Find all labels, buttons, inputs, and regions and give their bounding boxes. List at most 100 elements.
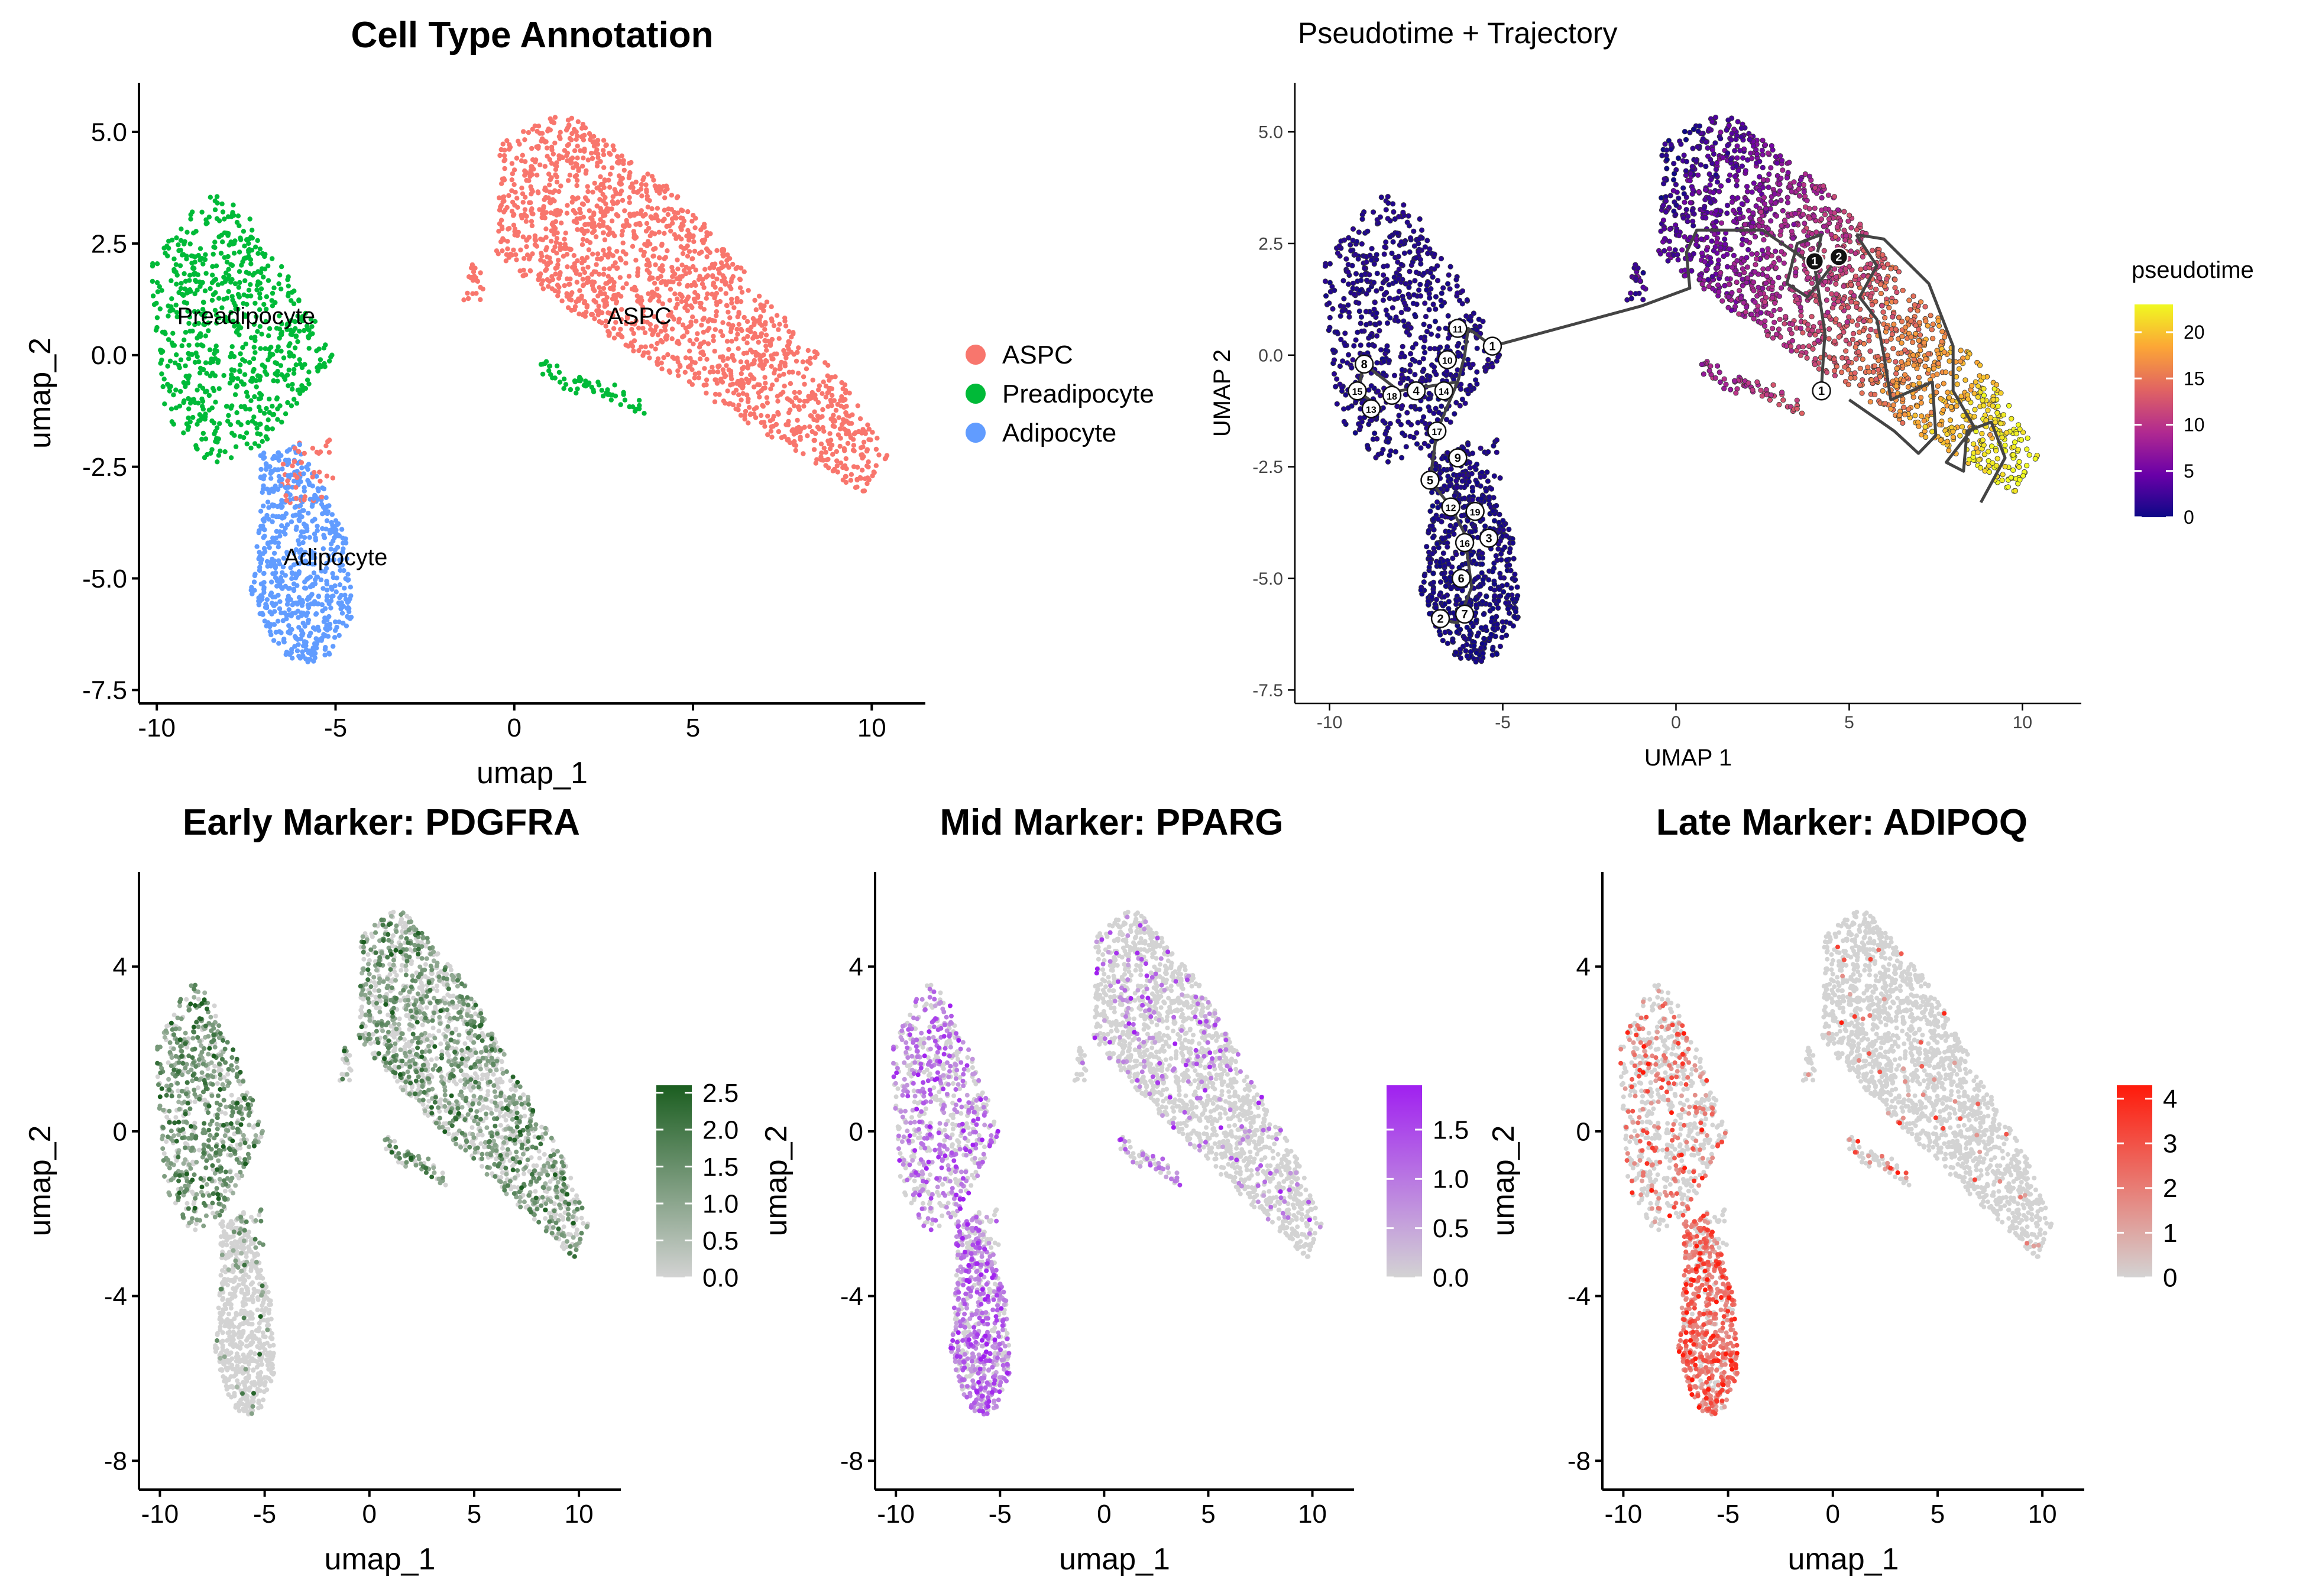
cell-point xyxy=(186,406,192,411)
cell-point xyxy=(794,395,799,400)
cell-point xyxy=(594,203,600,209)
cell-point xyxy=(260,439,265,444)
cell-point xyxy=(543,247,549,252)
cell-point xyxy=(866,426,872,432)
cell-point xyxy=(668,287,673,292)
cell-point xyxy=(538,236,543,242)
cell-point xyxy=(1761,201,1767,207)
cell-point xyxy=(1690,145,1696,151)
cell-point xyxy=(601,138,607,143)
cell-point xyxy=(748,372,753,378)
cell-point xyxy=(527,171,532,176)
cell-point xyxy=(159,357,164,363)
cell-point xyxy=(585,228,590,233)
cell-point xyxy=(811,437,817,443)
cell-point xyxy=(754,335,760,340)
cell-point xyxy=(1728,387,1734,392)
cell-point xyxy=(842,463,848,469)
cell-point xyxy=(234,219,240,225)
cell-point xyxy=(289,519,294,524)
cell-point xyxy=(829,403,834,408)
cell-point xyxy=(173,360,178,366)
cell-point xyxy=(150,263,156,269)
cell-point xyxy=(753,307,759,313)
cell-point xyxy=(1474,369,1480,375)
cell-point xyxy=(173,262,179,267)
cell-point xyxy=(690,314,695,320)
cell-point xyxy=(210,359,216,364)
cell-point xyxy=(306,511,311,516)
cell-point xyxy=(1675,257,1681,262)
cell-point xyxy=(601,148,606,153)
cell-point xyxy=(1713,219,1719,225)
cell-point xyxy=(757,394,762,400)
cell-point xyxy=(231,375,237,381)
cell-point xyxy=(679,299,684,304)
cell-point xyxy=(303,586,309,591)
x-axis-label: UMAP 1 xyxy=(1644,745,1732,771)
cell-point xyxy=(642,242,647,247)
cell-point xyxy=(273,594,278,599)
cell-point xyxy=(251,579,257,585)
cell-point xyxy=(1960,424,1965,430)
cell-point xyxy=(274,395,280,401)
cell-point xyxy=(1337,313,1343,319)
cell-point xyxy=(623,261,629,266)
cell-point xyxy=(798,429,803,434)
cell-point xyxy=(203,333,208,339)
cell-point xyxy=(178,286,184,291)
cell-point xyxy=(664,223,669,229)
cell-point xyxy=(752,384,757,390)
cell-point xyxy=(1855,349,1861,355)
cell-point xyxy=(1508,585,1514,591)
cell-point xyxy=(549,147,555,153)
cell-point xyxy=(782,318,788,324)
cell-point xyxy=(322,606,328,611)
cell-point xyxy=(765,432,770,437)
cell-point xyxy=(808,413,814,419)
cell-point xyxy=(622,397,628,403)
cell-point xyxy=(705,319,711,324)
cell-point xyxy=(313,537,319,543)
cell-point xyxy=(708,231,713,236)
cell-point xyxy=(552,140,558,146)
cell-point xyxy=(598,174,603,180)
cell-point xyxy=(705,248,711,254)
cell-point xyxy=(278,505,284,510)
cell-point xyxy=(329,527,335,533)
cell-point xyxy=(271,537,276,542)
cell-point xyxy=(179,226,184,232)
cell-point xyxy=(1900,287,1906,293)
cell-point xyxy=(1659,194,1664,201)
cell-point xyxy=(866,464,871,470)
cell-point xyxy=(655,185,660,190)
cell-point xyxy=(650,254,656,259)
x-tick-label: -5 xyxy=(1495,713,1511,732)
cell-point xyxy=(595,256,600,262)
cell-point xyxy=(1760,266,1766,272)
cell-point xyxy=(270,426,275,432)
cell-point xyxy=(1387,296,1392,301)
cell-point xyxy=(1398,309,1404,316)
cell-point xyxy=(268,632,274,638)
cell-point xyxy=(296,625,302,630)
cell-point xyxy=(605,232,611,238)
cell-point xyxy=(643,182,649,187)
cell-point xyxy=(305,618,311,624)
cell-point xyxy=(234,329,239,335)
cell-point xyxy=(569,137,574,142)
cell-point xyxy=(1740,276,1745,283)
cell-point xyxy=(229,277,235,282)
cell-point xyxy=(306,650,311,656)
cell-point xyxy=(588,151,594,156)
cell-point xyxy=(278,630,284,635)
cell-point xyxy=(286,343,292,349)
legend-label: Preadipocyte xyxy=(1002,379,1154,408)
cell-point xyxy=(289,298,294,303)
cell-point xyxy=(804,366,809,372)
cell-point xyxy=(265,499,271,505)
cell-point xyxy=(2006,403,2012,409)
cell-point xyxy=(310,446,316,451)
cell-point xyxy=(347,596,352,602)
cell-point xyxy=(665,248,670,254)
